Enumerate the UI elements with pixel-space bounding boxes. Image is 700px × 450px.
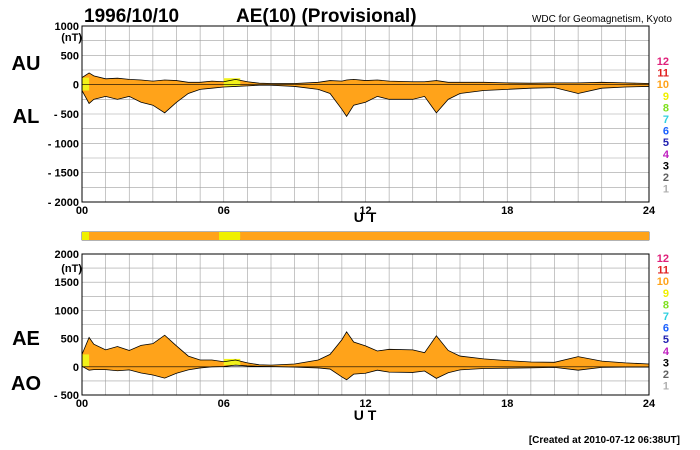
x-tick-label: 00 [76, 398, 88, 410]
level-legend-item: 6 [663, 323, 669, 335]
level-legend-item: 10 [657, 276, 669, 288]
y-tick-label: - 1000 [48, 138, 79, 150]
ae-ao-unit-label: (nT) [61, 263, 82, 275]
level-legend-item: 3 [663, 357, 669, 369]
y-tick-label: 500 [61, 50, 79, 62]
early-bin-fill [82, 354, 90, 367]
series-line-au [81, 72, 650, 84]
au-al-area [81, 72, 650, 118]
au-al-unit-label: (nT) [61, 32, 82, 44]
ae-ao-x-axis-label: U T [354, 407, 377, 423]
y-tick-label: - 500 [54, 390, 79, 402]
level-legend-item: 8 [663, 299, 669, 311]
ae-ao-frame [81, 253, 650, 396]
x-tick-label: 06 [218, 398, 230, 410]
ae-ao-area [81, 331, 650, 381]
level-legend-item: 2 [663, 369, 669, 381]
ae-ao-y-ticks: 2000 1500 1000 500 0 - 500 [54, 249, 79, 402]
early-bin-fill [82, 77, 90, 91]
series-line-ae [81, 331, 650, 366]
x-tick-label: 24 [643, 205, 656, 217]
level-legend-item: 4 [663, 346, 670, 358]
au-al-y-ticks: 1000 500 0 - 500 - 1000 - 1500 - 2000 [48, 21, 79, 209]
level-legend-item: 2 [663, 172, 669, 184]
ae-ao-panel: 2000 1500 1000 500 0 - 500 00 06 12 18 24 [54, 249, 656, 410]
x-tick-label: 18 [501, 205, 513, 217]
station-bar-segment [82, 232, 90, 240]
level-legend-item: 11 [657, 68, 669, 80]
y-tick-label: 1000 [55, 21, 79, 33]
filled-area [82, 331, 649, 380]
mid-bin-fill [223, 358, 241, 366]
station-bar-segment [240, 232, 649, 240]
au-al-frame [81, 25, 650, 203]
y-tick-label: - 500 [54, 109, 79, 121]
level-legend-item: 12 [657, 253, 669, 265]
y-tick-label: - 2000 [48, 197, 79, 209]
date-label: 1996/10/10 [84, 6, 179, 27]
level-legend-item: 6 [663, 126, 669, 138]
x-tick-label: 12 [359, 205, 371, 217]
y-tick-label: 1500 [55, 277, 79, 289]
y-tick-label: - 1500 [48, 168, 79, 180]
y-tick-label: 2000 [55, 249, 79, 261]
mid-bin-fill [223, 78, 241, 87]
series-line-al [81, 84, 650, 118]
ao-label: AO [11, 373, 41, 395]
source-credit: WDC for Geomagnetism, Kyoto [532, 14, 672, 25]
station-bar-segment [89, 232, 220, 240]
level-legend-item: 8 [663, 102, 669, 114]
station-bar-segment [219, 232, 241, 240]
level-legend-item: 5 [663, 137, 669, 149]
y-tick-label: 500 [61, 334, 79, 346]
series-line-ao [81, 364, 649, 381]
au-al-x-ticks: 00 06 12 18 24 [76, 205, 656, 217]
x-tick-label: 18 [501, 398, 513, 410]
station-coverage-bar [81, 231, 650, 241]
created-timestamp: [Created at 2010-07-12 06:38UT] [529, 435, 680, 446]
ae-label: AE [12, 328, 40, 350]
level-legend-item: 7 [663, 114, 669, 126]
x-tick-label: 06 [218, 205, 230, 217]
level-legend-item: 12 [657, 56, 669, 68]
level-legend-item: 10 [657, 79, 669, 91]
level-legend-item: 1 [663, 184, 669, 196]
au-al-grid [82, 26, 649, 202]
ae-ao-x-ticks: 00 06 12 18 24 [76, 398, 656, 410]
level-legend-item: 11 [657, 265, 669, 277]
chart-title: AE(10) (Provisional) [236, 6, 417, 27]
y-tick-label: 1000 [55, 305, 79, 317]
au-al-x-axis-label: U T [354, 209, 377, 225]
au-al-panel: 1000 500 0 - 500 - 1000 - 1500 - 2000 00 06 12 18… [48, 21, 656, 217]
y-tick-label: 0 [73, 80, 79, 92]
x-tick-label: 12 [359, 398, 371, 410]
level-legend-item: 3 [663, 160, 669, 172]
level-legend-item: 9 [663, 288, 669, 300]
al-label: AL [13, 106, 40, 128]
level-legend-item: 4 [663, 149, 670, 161]
y-tick-label: 0 [73, 362, 79, 374]
level-legend-item: 9 [663, 91, 669, 103]
level-legend-item: 7 [663, 311, 669, 323]
level-legend-item: 5 [663, 334, 669, 346]
x-tick-label: 00 [76, 205, 88, 217]
x-tick-label: 24 [643, 398, 656, 410]
level-legend-item: 1 [663, 381, 669, 393]
au-label: AU [12, 53, 41, 75]
